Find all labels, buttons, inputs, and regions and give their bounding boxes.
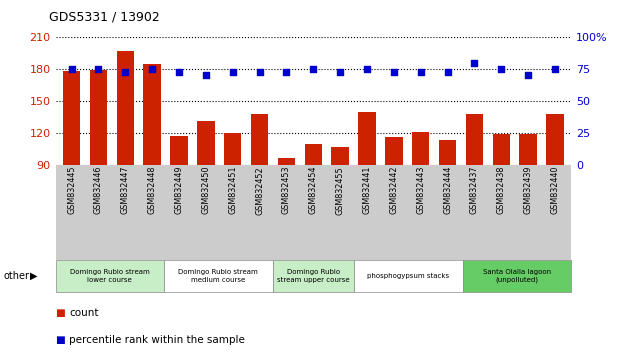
Point — [335, 69, 345, 74]
Bar — [439, 140, 456, 165]
Bar — [305, 144, 322, 165]
Text: Domingo Rubio stream
medium course: Domingo Rubio stream medium course — [179, 269, 258, 283]
Point — [281, 69, 292, 74]
Bar — [412, 132, 430, 165]
Point — [309, 66, 319, 72]
Text: phosphogypsum stacks: phosphogypsum stacks — [367, 273, 449, 279]
Bar — [385, 137, 403, 165]
Text: ■: ■ — [56, 335, 65, 345]
Bar — [466, 114, 483, 165]
Text: percentile rank within the sample: percentile rank within the sample — [69, 335, 245, 345]
Bar — [143, 64, 161, 165]
Point — [174, 69, 184, 74]
Bar — [251, 114, 268, 165]
Text: GDS5331 / 13902: GDS5331 / 13902 — [49, 11, 160, 24]
Bar — [117, 51, 134, 165]
Point — [389, 69, 399, 74]
Bar — [331, 147, 349, 165]
Point — [93, 66, 103, 72]
Point — [362, 66, 372, 72]
Bar — [197, 121, 215, 165]
Bar — [63, 71, 80, 165]
Text: ▶: ▶ — [30, 271, 38, 281]
Point — [442, 69, 452, 74]
Point — [67, 66, 77, 72]
Point — [201, 73, 211, 78]
Point — [228, 69, 238, 74]
Text: ■: ■ — [56, 308, 65, 318]
Bar — [358, 112, 375, 165]
Bar — [493, 134, 510, 165]
Bar — [519, 134, 537, 165]
Point — [550, 66, 560, 72]
Bar — [90, 70, 107, 165]
Point — [254, 69, 264, 74]
Point — [469, 60, 480, 65]
Text: Domingo Rubio stream
lower course: Domingo Rubio stream lower course — [70, 269, 150, 283]
Bar — [170, 136, 188, 165]
Text: count: count — [69, 308, 99, 318]
Point — [416, 69, 426, 74]
Text: Domingo Rubio
stream upper course: Domingo Rubio stream upper course — [277, 269, 350, 283]
Point — [496, 66, 506, 72]
Bar — [546, 114, 563, 165]
Text: other: other — [3, 271, 29, 281]
Point — [121, 69, 131, 74]
Bar — [224, 133, 242, 165]
Text: Santa Olalla lagoon
(unpolluted): Santa Olalla lagoon (unpolluted) — [483, 269, 551, 283]
Bar — [278, 158, 295, 165]
Point — [147, 66, 157, 72]
Point — [523, 73, 533, 78]
